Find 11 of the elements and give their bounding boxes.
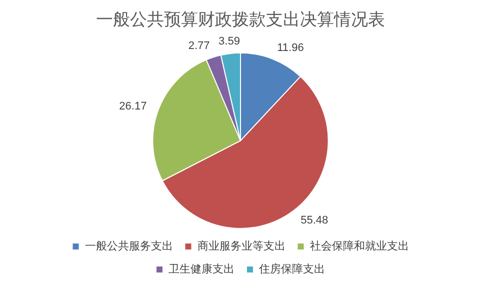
data-label: 11.96 [277, 42, 304, 54]
data-label: 3.59 [218, 36, 240, 48]
legend-label: 社会保障和就业支出 [310, 240, 409, 253]
legend-label: 一般公共服务支出 [84, 240, 173, 253]
data-label: 26.17 [119, 100, 147, 113]
legend-label: 住房保障支出 [259, 262, 325, 276]
data-label: 55.48 [300, 214, 328, 226]
chart-title: 一般公共预算财政拨款支出决算情况表 [96, 10, 385, 29]
data-label: 2.77 [188, 40, 210, 52]
legend-label: 商业服务业等支出 [197, 240, 286, 253]
legend-label: 卫生健康支出 [168, 262, 234, 276]
